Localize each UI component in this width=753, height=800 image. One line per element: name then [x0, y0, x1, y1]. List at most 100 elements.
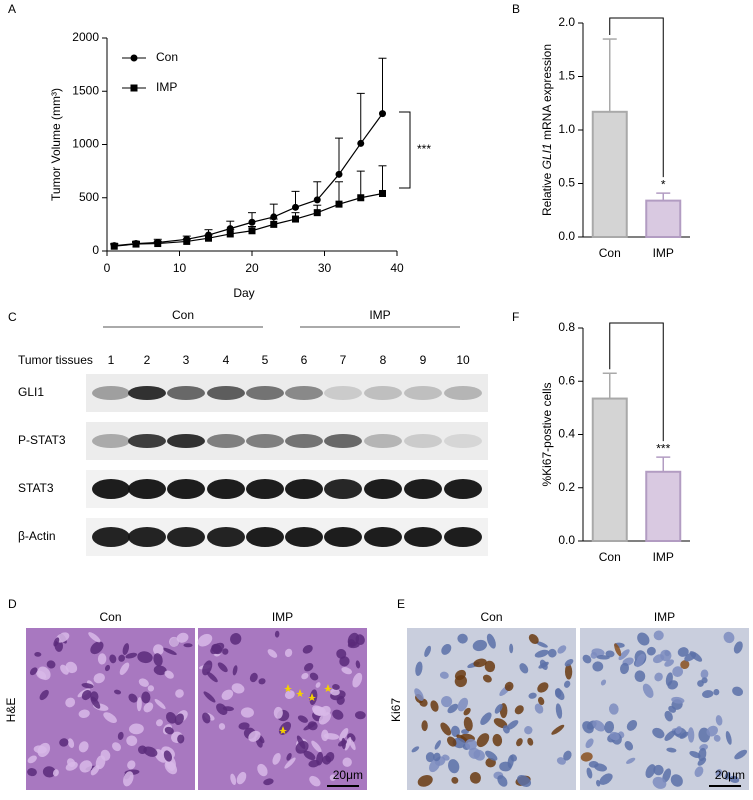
cell	[614, 643, 622, 657]
cell	[670, 774, 683, 787]
cell	[538, 661, 549, 669]
cell	[230, 773, 237, 785]
cell	[222, 648, 229, 655]
cell	[480, 712, 492, 725]
lane-label: 5	[262, 353, 269, 367]
blot-band	[404, 434, 442, 448]
cell	[301, 672, 309, 680]
cell	[153, 653, 163, 667]
cell	[516, 738, 523, 747]
cell	[27, 755, 37, 764]
cell	[336, 648, 347, 659]
cell	[27, 768, 37, 777]
cell	[65, 661, 78, 674]
cell	[138, 678, 149, 687]
marker	[248, 218, 256, 226]
y-tick-label: 0.2	[558, 480, 575, 494]
y-tick-label: 1.0	[558, 122, 575, 136]
blot-band	[92, 386, 130, 400]
blot-band	[128, 434, 166, 448]
y-tick-label: 0.0	[558, 229, 575, 243]
cell	[555, 688, 565, 701]
y-axis-label-part: GLI1	[540, 143, 554, 169]
y-axis-label: %Ki67-postive cells	[540, 382, 554, 486]
cell	[147, 685, 155, 692]
scale-label: 20μm	[333, 768, 363, 782]
cell	[238, 722, 250, 730]
blot-band	[285, 386, 323, 400]
blot-band	[128, 527, 166, 547]
panel-label: F	[512, 310, 519, 324]
cell	[153, 644, 164, 656]
cell	[100, 749, 111, 761]
cell	[425, 752, 435, 763]
marker	[270, 220, 278, 228]
cell	[355, 660, 361, 669]
cell	[415, 661, 423, 676]
cell	[109, 654, 117, 664]
cell	[78, 741, 89, 753]
cell	[724, 771, 731, 780]
y-tick-label: 0.6	[558, 373, 575, 387]
cell	[652, 776, 667, 789]
y-axis-label-part: %Ki67-postive cells	[540, 382, 554, 486]
cell	[297, 715, 308, 723]
blot-band	[246, 386, 284, 400]
cell	[637, 632, 650, 646]
cell	[668, 705, 677, 713]
cell	[65, 761, 78, 771]
cell	[700, 669, 709, 679]
cell	[81, 690, 92, 701]
cell	[154, 749, 167, 763]
marker	[335, 170, 343, 178]
cell	[169, 636, 180, 647]
row-header: Tumor tissues	[18, 353, 93, 367]
y-tick-label: 2.0	[558, 15, 575, 29]
legend-label: Con	[156, 50, 178, 64]
cell	[59, 738, 69, 747]
cell	[143, 746, 158, 757]
significance-label: *	[661, 177, 666, 191]
cell	[113, 689, 122, 695]
cell	[689, 750, 701, 759]
cell	[103, 712, 117, 723]
y-axis-label: Relative GLI1 mRNA expression	[540, 44, 554, 216]
cell	[336, 695, 345, 705]
cell	[504, 681, 514, 691]
cell	[653, 630, 664, 641]
cell	[311, 740, 322, 753]
cell	[551, 724, 565, 735]
blot-band	[364, 527, 402, 547]
blot-band	[128, 479, 166, 499]
legend-marker	[130, 54, 138, 62]
cell	[652, 727, 665, 739]
cell	[309, 672, 319, 681]
marker	[132, 240, 140, 248]
y-tick-label: 0.5	[558, 176, 575, 190]
cell	[267, 649, 278, 658]
cell	[164, 726, 174, 735]
cell	[78, 709, 90, 718]
blot-band	[285, 479, 323, 499]
blot-band	[167, 386, 205, 400]
significance-label: ***	[417, 142, 431, 156]
cell	[582, 721, 594, 734]
row-label: P-STAT3	[18, 433, 66, 447]
blot-band	[167, 434, 205, 448]
x-tick-label: 20	[245, 261, 259, 275]
cell	[596, 779, 601, 787]
cell	[236, 771, 247, 785]
cell	[319, 705, 331, 716]
marker	[205, 234, 212, 242]
cell	[652, 654, 665, 664]
cell	[473, 658, 487, 668]
cell	[65, 697, 76, 708]
cell	[339, 656, 350, 667]
blot-band	[207, 527, 245, 547]
cell	[664, 659, 675, 667]
series-line	[114, 113, 383, 247]
cell	[441, 643, 452, 655]
cell	[564, 658, 574, 667]
cell	[653, 764, 664, 776]
cell	[557, 645, 567, 654]
